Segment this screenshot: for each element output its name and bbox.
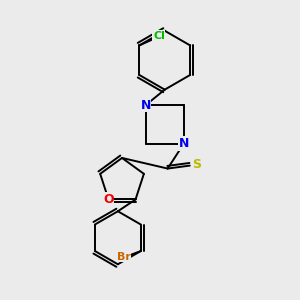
Text: O: O xyxy=(103,193,114,206)
Text: N: N xyxy=(179,137,189,150)
Text: Cl: Cl xyxy=(153,31,165,41)
Text: Br: Br xyxy=(117,252,131,262)
Text: S: S xyxy=(192,158,201,171)
Text: N: N xyxy=(140,99,151,112)
